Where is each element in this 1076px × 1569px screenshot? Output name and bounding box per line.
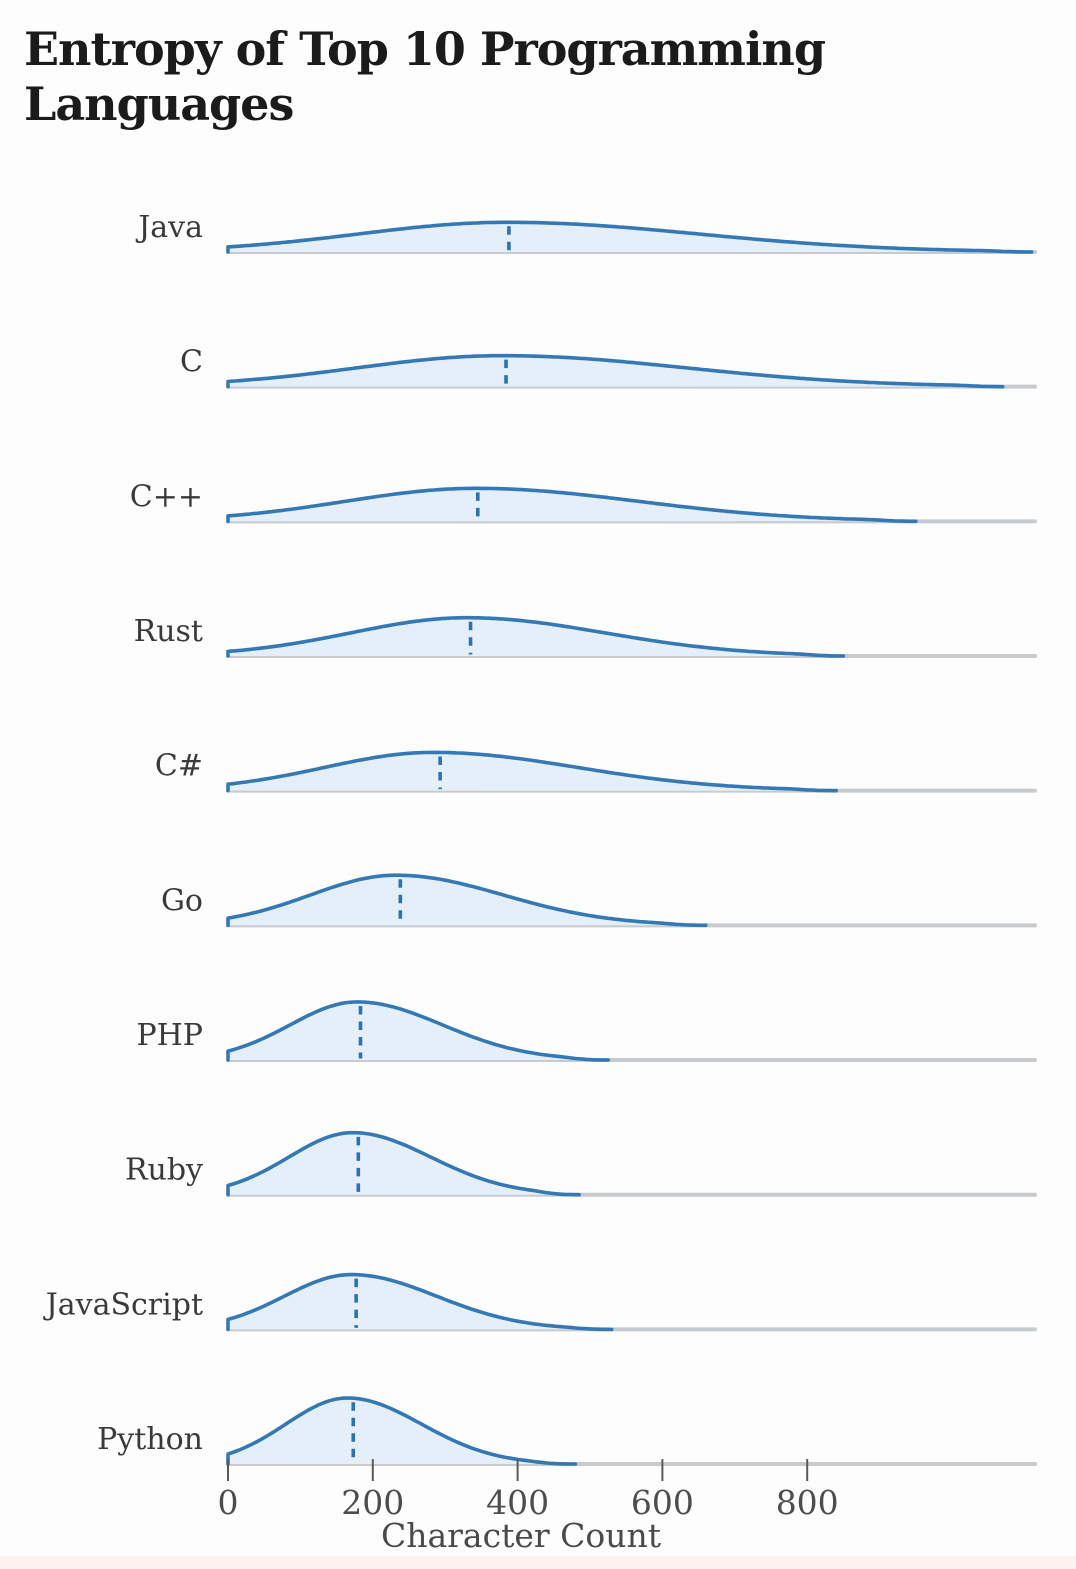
density-area: [228, 1274, 612, 1330]
ridge-row-cplusplus: C++: [130, 479, 1037, 524]
row-label: C++: [130, 479, 203, 514]
x-axis-tick-label: 200: [341, 1483, 404, 1522]
footer-strip: [0, 1556, 1076, 1569]
x-axis-tick-label: 600: [631, 1483, 694, 1522]
density-area: [228, 1001, 609, 1061]
density-curve: [226, 1130, 581, 1197]
density-area: [228, 875, 706, 926]
row-label: Java: [135, 210, 203, 245]
density-curve: [226, 615, 846, 658]
row-label: Ruby: [125, 1153, 203, 1188]
density-curve: [226, 353, 1005, 389]
density-curve: [226, 873, 708, 928]
density-curve: [226, 1000, 610, 1062]
x-axis-tick-label: 800: [776, 1483, 839, 1522]
chart-title: Entropy of Top 10 Programming Languages: [24, 22, 826, 132]
row-label: C#: [155, 749, 203, 784]
row-label: Go: [161, 883, 203, 918]
density-area: [228, 1398, 576, 1465]
x-axis-label: Character Count: [381, 1516, 661, 1555]
row-label: JavaScript: [43, 1287, 203, 1322]
density-curve: [226, 486, 918, 524]
density-curve: [226, 220, 1034, 254]
ridge-row-rust: Rust: [134, 614, 1037, 659]
ridge-row-go: Go: [161, 873, 1037, 928]
density-curve: [226, 750, 838, 793]
density-area: [228, 752, 837, 791]
ridge-row-csharp: C#: [155, 749, 1037, 793]
ridge-row-python: Python: [97, 1396, 1037, 1467]
density-area: [228, 1132, 580, 1195]
density-curve: [226, 1272, 614, 1332]
ridge-row-c: C: [180, 345, 1037, 389]
density-area: [228, 222, 1032, 252]
x-axis-tick-label: 400: [486, 1483, 549, 1522]
row-label: Rust: [134, 614, 203, 649]
row-label: PHP: [136, 1018, 203, 1053]
row-label: Python: [97, 1422, 203, 1457]
x-axis-tick-label: 0: [218, 1483, 239, 1522]
ridge-row-ruby: Ruby: [125, 1130, 1037, 1197]
x-axis: 0 200 400 600 800 Character Count: [218, 1459, 839, 1555]
ridge-row-javascript: JavaScript: [43, 1272, 1037, 1332]
ridge-row-php: PHP: [136, 1000, 1037, 1063]
row-label: C: [180, 345, 203, 380]
ridge-row-java: Java: [135, 210, 1037, 254]
